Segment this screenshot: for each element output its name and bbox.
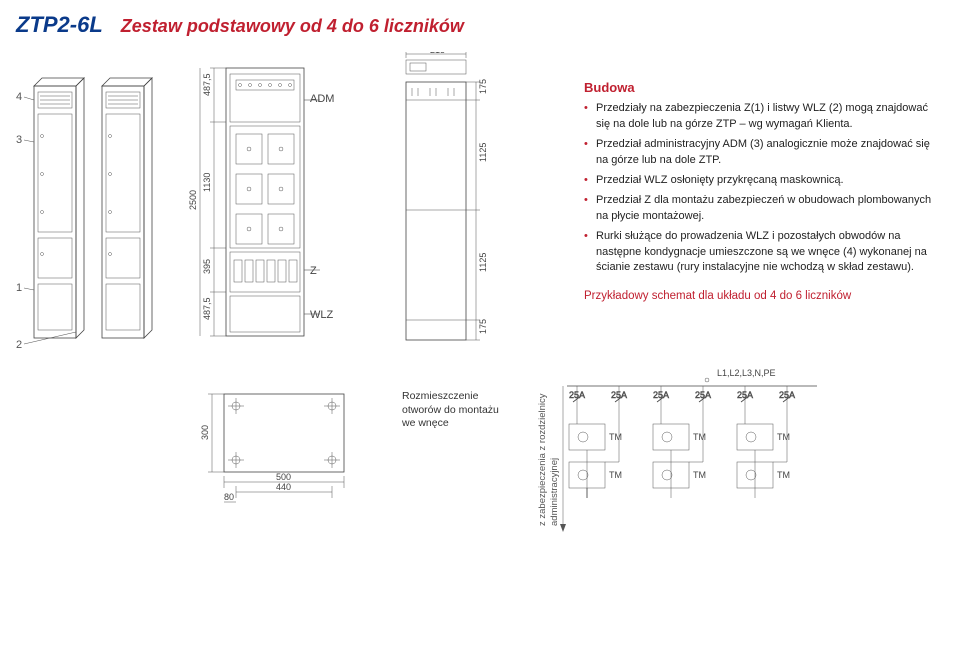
list-item: Przedziały na zabezpieczenia Z(1) i list…	[584, 101, 944, 133]
svg-text:TM: TM	[777, 432, 790, 442]
dim-1125b: 1125	[478, 253, 488, 272]
svg-text:TM: TM	[609, 470, 622, 480]
budowa-heading: Budowa	[584, 80, 944, 95]
svg-text:25A: 25A	[653, 390, 669, 400]
front-view-drawing: ADM Z WLZ 487,5 1130 395 487,5 2500	[180, 52, 340, 352]
dim-175a: 175	[478, 79, 488, 94]
dim-215: 215	[430, 52, 445, 55]
dim-175b: 175	[478, 319, 488, 334]
svg-text:TM: TM	[777, 470, 790, 480]
dim-80: 80	[224, 492, 234, 502]
svg-text:25A: 25A	[611, 390, 627, 400]
anno-1: 1	[16, 282, 22, 294]
svg-text:25A: 25A	[737, 390, 753, 400]
list-item: Rurki służące do prowadzenia WLZ i pozos…	[584, 229, 944, 277]
circuit-schematic: L1,L2,L3,N,PE 25A 25A 25A 25A	[527, 366, 827, 536]
product-title: Zestaw podstawowy od 4 do 6 liczników	[121, 16, 464, 37]
label-z: Z	[310, 265, 317, 277]
label-wlz: WLZ	[310, 309, 334, 321]
product-code: ZTP2-6L	[16, 12, 103, 38]
phase-label: L1,L2,L3,N,PE	[717, 368, 776, 378]
budowa-list: Przedziały na zabezpieczenia Z(1) i list…	[584, 101, 944, 276]
svg-text:TM: TM	[609, 432, 622, 442]
drawings-area: 4 3 1 2	[16, 52, 576, 358]
vertical-caption-1: z zabezpieczenia z rozdzielnicy	[537, 393, 548, 526]
dim-1130: 1130	[202, 173, 212, 192]
header: ZTP2-6L Zestaw podstawowy od 4 do 6 licz…	[16, 12, 944, 38]
list-item: Przedział WLZ osłonięty przykręcaną mask…	[584, 173, 944, 189]
dim-487b: 487,5	[202, 297, 212, 320]
label-adm: ADM	[310, 93, 334, 105]
list-item: Przedział administracyjny ADM (3) analog…	[584, 137, 944, 169]
dim-1125a: 1125	[478, 143, 488, 162]
svg-text:TM: TM	[693, 470, 706, 480]
dim-500: 500	[276, 472, 291, 482]
list-item: Przedział Z dla montażu zabezpieczeń w o…	[584, 193, 944, 225]
dim-300: 300	[200, 425, 210, 440]
svg-text:TM: TM	[693, 432, 706, 442]
anno-3: 3	[16, 134, 22, 146]
mounting-caption: Rozmieszczenie otworów do montażu we wnę…	[402, 390, 499, 431]
dim-440: 440	[276, 482, 291, 492]
dim-2500: 2500	[188, 190, 198, 210]
dim-395: 395	[202, 259, 212, 274]
schematic-caption: Przykładowy schemat dla układu od 4 do 6…	[584, 290, 944, 302]
svg-text:25A: 25A	[569, 390, 585, 400]
svg-text:25A: 25A	[695, 390, 711, 400]
mounting-caption-line: Rozmieszczenie	[402, 390, 499, 404]
mounting-holes-drawing: 500 440 80 300	[194, 366, 374, 506]
svg-text:25A: 25A	[779, 390, 795, 400]
side-view-drawing: 215 175 1125	[354, 52, 494, 352]
anno-2: 2	[16, 339, 22, 351]
mounting-caption-line: we wnęce	[402, 417, 499, 431]
cabinet-3d-drawing: 4 3 1 2	[16, 52, 166, 352]
vertical-caption-2: administracyjnej	[549, 458, 560, 526]
dim-487a: 487,5	[202, 73, 212, 96]
anno-4: 4	[16, 91, 22, 103]
mounting-caption-line: otworów do montażu	[402, 404, 499, 418]
